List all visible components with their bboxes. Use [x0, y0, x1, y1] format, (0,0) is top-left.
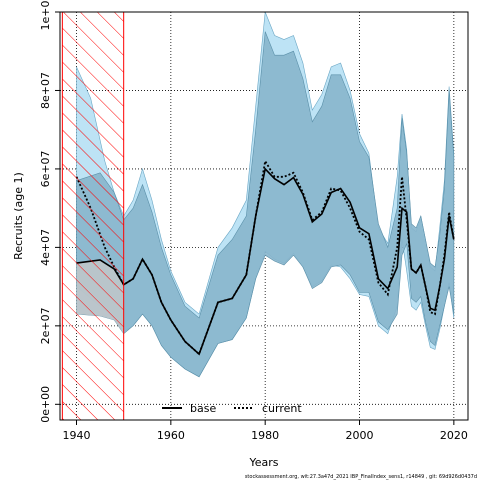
- x-tick-label: 2000: [346, 429, 374, 442]
- x-axis-title: Years: [248, 456, 278, 469]
- confidence-bands: [76, 12, 455, 378]
- y-axis-title: Recruits (age 1): [12, 172, 25, 260]
- y-tick-label: 0e+00: [39, 386, 52, 423]
- y-tick-label: 8e+07: [39, 72, 52, 109]
- y-axis: 0e+00 2e+07 4e+07 6e+07 8e+07 1e+08: [39, 0, 60, 423]
- base-confidence-band: [76, 31, 455, 378]
- y-tick-label: 2e+07: [39, 307, 52, 344]
- footer-text: stockassessment.org, wit:27.3a47d_2021 I…: [245, 474, 477, 480]
- x-axis: 1940 1960 1980 2000 2020: [63, 420, 468, 442]
- x-tick-label: 1960: [157, 429, 185, 442]
- x-tick-label: 1940: [63, 429, 91, 442]
- legend-current-label: current: [262, 402, 302, 415]
- current-line: [75, 158, 455, 356]
- x-tick-label: 2020: [440, 429, 468, 442]
- y-tick-label: 6e+07: [39, 150, 52, 187]
- legend: base current: [162, 402, 302, 415]
- x-tick-label: 1980: [251, 429, 279, 442]
- plot-frame: [59, 11, 469, 421]
- series-lines: [75, 158, 455, 356]
- y-tick-label: 1e+08: [39, 0, 52, 30]
- y-tick-label: 4e+07: [39, 229, 52, 266]
- legend-base-label: base: [190, 402, 216, 415]
- hatched-region: [61, 11, 125, 421]
